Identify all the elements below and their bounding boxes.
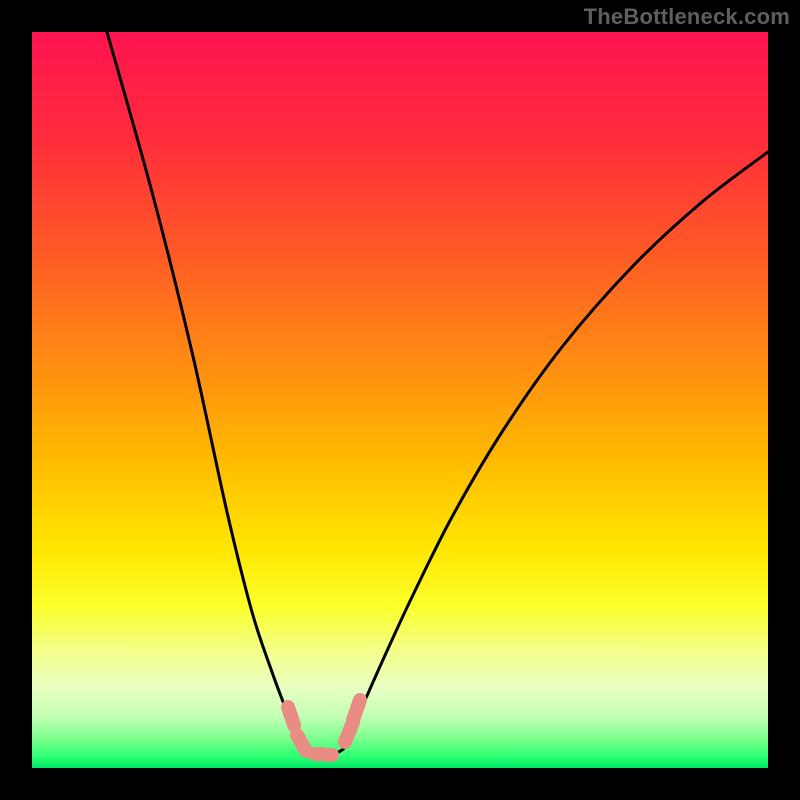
plot-background bbox=[32, 32, 768, 768]
chart-container: TheBottleneck.com bbox=[0, 0, 800, 800]
highlight-mark-1 bbox=[297, 735, 306, 751]
highlight-mark-4 bbox=[353, 700, 360, 720]
highlight-mark-2 bbox=[315, 754, 332, 755]
bottleneck-chart bbox=[0, 0, 800, 800]
watermark-text: TheBottleneck.com bbox=[584, 4, 790, 30]
highlight-mark-0 bbox=[288, 707, 294, 725]
